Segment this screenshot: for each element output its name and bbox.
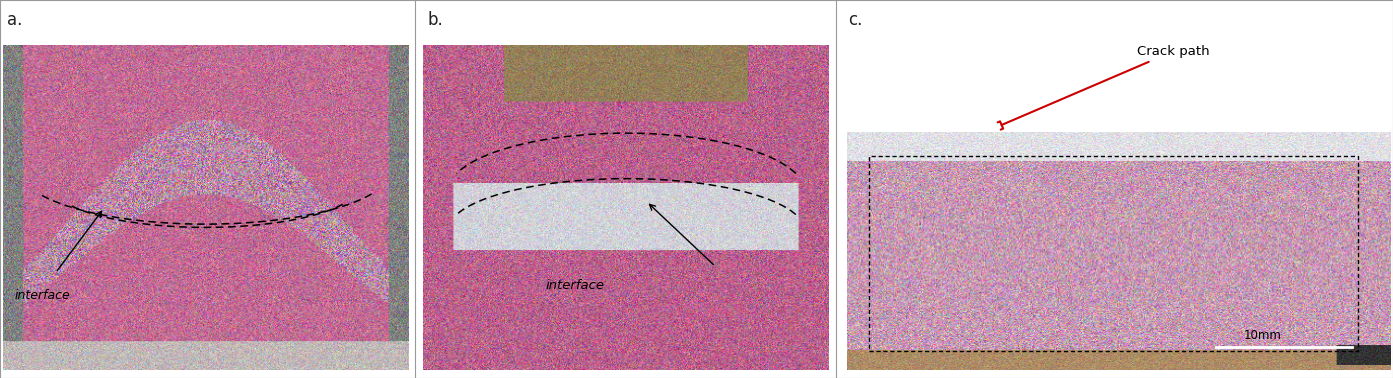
Text: 10mm: 10mm	[1244, 329, 1282, 342]
Text: b.: b.	[428, 11, 443, 29]
Text: interface: interface	[15, 289, 71, 302]
Text: c.: c.	[848, 11, 862, 29]
Text: Crack path: Crack path	[997, 45, 1209, 130]
Text: interface: interface	[545, 279, 605, 292]
Text: a.: a.	[7, 11, 22, 29]
